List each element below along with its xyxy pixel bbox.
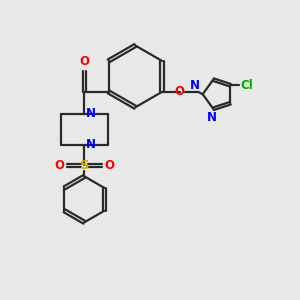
Text: O: O bbox=[104, 159, 114, 172]
Text: O: O bbox=[54, 159, 64, 172]
Text: Cl: Cl bbox=[241, 79, 254, 92]
Text: O: O bbox=[175, 85, 185, 98]
Text: S: S bbox=[80, 159, 89, 172]
Text: N: N bbox=[207, 111, 217, 124]
Text: N: N bbox=[86, 138, 96, 151]
Text: N: N bbox=[86, 107, 96, 120]
Text: N: N bbox=[190, 79, 200, 92]
Text: O: O bbox=[80, 55, 89, 68]
